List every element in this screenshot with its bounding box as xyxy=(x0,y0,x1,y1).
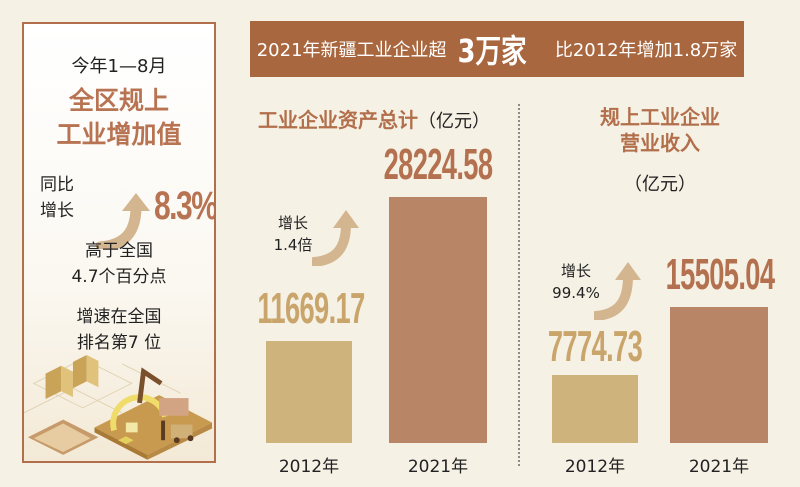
banner-text-part1: 2021年新疆工业企业超 xyxy=(256,40,447,61)
banner-text-part2: 比2012年增加1.8万家 xyxy=(554,40,738,61)
assets-2021-value-label: 28224.58 xyxy=(383,140,493,189)
assets-growth-arrow-icon xyxy=(312,210,359,266)
yoy-label: 同比 增长 xyxy=(40,175,74,221)
headline-banner: 2021年新疆工业企业超 3万家 比2012年增加1.8万家 xyxy=(250,21,744,77)
assets-year-2012: 2012年 xyxy=(278,457,340,477)
chart-divider xyxy=(518,104,520,466)
assets-chart-title: 工业企业资产总计（亿元） xyxy=(258,108,490,132)
industrial-value-added-panel: 今年1—8月 全区规上 工业增加值 同比 增长 8.3% 高于全国 4.7个百分… xyxy=(22,22,216,463)
above-national-text: 高于全国 4.7个百分点 xyxy=(71,241,167,287)
revenue-growth-text: 增长 99.4% xyxy=(552,262,600,302)
revenue-unit: （亿元） xyxy=(624,174,696,195)
panel-title: 全区规上 工业增加值 xyxy=(56,86,182,149)
banner-highlight: 3万家 xyxy=(457,32,527,70)
assets-unit: （亿元） xyxy=(418,111,490,132)
curved-up-arrow-icon xyxy=(96,193,150,249)
revenue-2012-value-label: 7774.73 xyxy=(547,322,643,371)
assets-year-2021: 2021年 xyxy=(407,457,469,477)
revenue-chart-title: 规上工业企业 营业收入 xyxy=(600,105,720,155)
period-label: 今年1—8月 xyxy=(71,56,167,77)
assets-2012-value-label: 11669.17 xyxy=(257,284,365,333)
assets-growth-text: 增长 1.4倍 xyxy=(273,214,313,254)
revenue-year-2021: 2021年 xyxy=(688,457,750,477)
revenue-bar-2021 xyxy=(670,307,768,443)
revenue-year-2012: 2012年 xyxy=(564,457,626,477)
assets-bar-2012 xyxy=(266,341,352,443)
national-rank-text: 增速在全国 排名第7 位 xyxy=(76,307,162,353)
isometric-factory-illustration xyxy=(24,354,213,460)
revenue-2021-value-label: 15505.04 xyxy=(665,250,775,299)
assets-bar-2021 xyxy=(389,197,487,443)
yoy-growth-value: 8.3% xyxy=(154,184,216,228)
revenue-bar-2012 xyxy=(552,375,638,443)
revenue-growth-arrow-icon xyxy=(594,262,641,320)
